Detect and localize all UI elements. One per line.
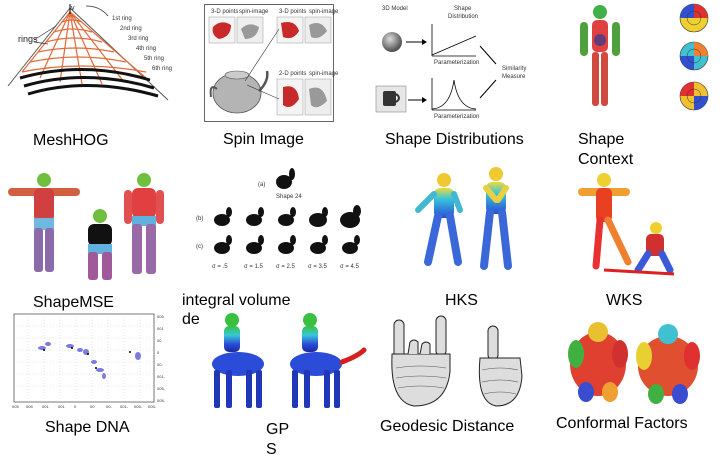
dna-x-tick-8: 001- — [120, 404, 129, 409]
iv-row-a: (a) — [258, 182, 265, 188]
hks-panel — [400, 166, 550, 274]
shapemse-panel — [4, 172, 174, 284]
spin-title-1: 3-D points — [211, 9, 238, 15]
dna-x-tick-3: 001 — [42, 404, 49, 409]
meshhog-ring-2: 2nd ring — [120, 26, 142, 32]
dna-y-tick-1: 005 — [157, 314, 164, 319]
iv-sigma-2: σ = 1.5 — [244, 264, 264, 270]
iv-sigma-4: σ = 3.5 — [308, 264, 328, 270]
integral-volume-label-2: de — [182, 311, 200, 328]
sd-param-top: Parameterization — [434, 60, 479, 66]
shape-context-figure — [580, 3, 709, 111]
geodesic-panel — [384, 312, 534, 412]
meshhog-ring-5: 5th ring — [144, 56, 164, 62]
iv-sigma-5: σ = 4.5 — [340, 264, 360, 270]
integral-volume-panel: (a) Shape 24 (b) (c) σ = .5 σ = 1.5 σ = … — [196, 168, 370, 280]
geodesic-hands — [391, 315, 523, 407]
meshhog-rings-label: rings — [18, 34, 38, 44]
dna-y-tick-7: 005- — [157, 386, 166, 391]
gps-figures — [212, 313, 367, 408]
spin-image-panel: 3-D points spin-image 3-D points spin-im… — [204, 4, 339, 122]
dna-x-tick-7: 00- — [106, 404, 112, 409]
dna-x-tick-1: 005 — [12, 404, 19, 409]
iv-row-b: (b) — [196, 216, 203, 222]
dna-y-tick-5: 00- — [157, 362, 163, 367]
sd-dist-label-1: Shape — [454, 6, 472, 12]
gps-label-1: GP — [266, 421, 290, 438]
conformal-panel — [562, 314, 712, 408]
spin-title-2: spin-image — [239, 9, 269, 15]
iv-sigma-1: σ = .5 — [212, 264, 228, 270]
dna-x-tick-10: 005- — [148, 404, 157, 409]
dna-x-tick-9: 005- — [134, 404, 143, 409]
spin-title-5: 2-D points — [279, 71, 306, 77]
shape-distributions-diagram: 3D Model Shape Distribution Parameteriza… — [375, 6, 526, 120]
conformal-label: Conformal Factors — [556, 415, 688, 432]
shape-distributions-panel: 3D Model Shape Distribution Parameteriza… — [372, 0, 540, 124]
meshhog-ring-1: 1st ring — [112, 16, 132, 22]
meshhog-ring-6: 6th ring — [152, 66, 172, 72]
dna-y-tick-3: 00 — [157, 338, 162, 343]
shape-context-panel — [570, 0, 720, 124]
meshhog-ring-4: 4th ring — [136, 46, 156, 52]
spin-image-diagram: 3-D points spin-image 3-D points spin-im… — [208, 9, 339, 116]
spin-title-6: spin-image — [309, 71, 339, 77]
shape-dna-plot: 005 005 001 001 0 00 00- 001- 005- 005- … — [12, 313, 166, 409]
gps-panel — [198, 310, 367, 416]
sd-model-label: 3D Model — [382, 6, 408, 12]
wks-figures — [578, 173, 675, 276]
sd-measure-2: Measure — [502, 74, 526, 80]
dna-y-tick-6: 001- — [157, 374, 166, 379]
sd-measure-1: Similarity — [502, 66, 526, 72]
integral-volume-diagram: (a) Shape 24 (b) (c) σ = .5 σ = 1.5 σ = … — [196, 168, 361, 270]
iv-shape-caption: Shape 24 — [276, 194, 302, 200]
hks-figures — [415, 167, 512, 270]
shape-context-label-2: Context — [578, 151, 634, 168]
spin-title-3: 3-D points — [279, 9, 306, 15]
gps-label-2: S — [266, 441, 277, 458]
shape-distributions-label: Shape Distributions — [385, 131, 524, 148]
meshhog-diagram: v rings 1st ring 2nd ring 3rd ring 4th r… — [7, 4, 172, 101]
meshhog-panel: v rings 1st ring 2nd ring 3rd ring 4th r… — [0, 0, 190, 120]
wks-label: WKS — [606, 292, 643, 309]
shape-dna-label: Shape DNA — [45, 419, 130, 436]
shapemse-figures — [8, 173, 164, 280]
dna-x-tick-2: 005 — [26, 404, 33, 409]
conformal-figures — [568, 322, 700, 404]
dna-x-tick-4: 001 — [58, 404, 65, 409]
dna-x-tick-6: 00 — [90, 404, 95, 409]
iv-sigma-3: σ = 2.5 — [276, 264, 296, 270]
sd-dist-label-2: Distribution — [448, 14, 478, 20]
geodesic-label: Geodesic Distance — [380, 418, 515, 435]
meshhog-ring-3: 3rd ring — [128, 36, 148, 42]
wks-panel — [574, 170, 704, 278]
spin-title-4: spin-image — [309, 9, 339, 15]
shape-dna-panel: 005 005 001 001 0 00 00- 001- 005- 005- … — [8, 313, 170, 410]
meshhog-v-label: v — [71, 5, 75, 12]
iv-row-c: (c) — [196, 244, 203, 250]
dna-y-tick-8: 005- — [157, 398, 166, 403]
dna-y-tick-2: 001 — [157, 326, 164, 331]
hks-label: HKS — [445, 292, 478, 309]
shape-context-label-1: Shape — [578, 131, 625, 148]
dna-y-tick-4: 0 — [157, 350, 160, 355]
meshhog-label: MeshHOG — [33, 132, 109, 149]
spin-image-label: Spin Image — [223, 131, 304, 148]
integral-volume-label-1: integral volume — [182, 292, 291, 309]
shapemse-label: ShapeMSE — [33, 294, 114, 311]
sd-param-bottom: Parameterization — [434, 114, 479, 120]
shape-context-histograms — [679, 3, 709, 111]
dna-x-tick-5: 0 — [74, 404, 77, 409]
